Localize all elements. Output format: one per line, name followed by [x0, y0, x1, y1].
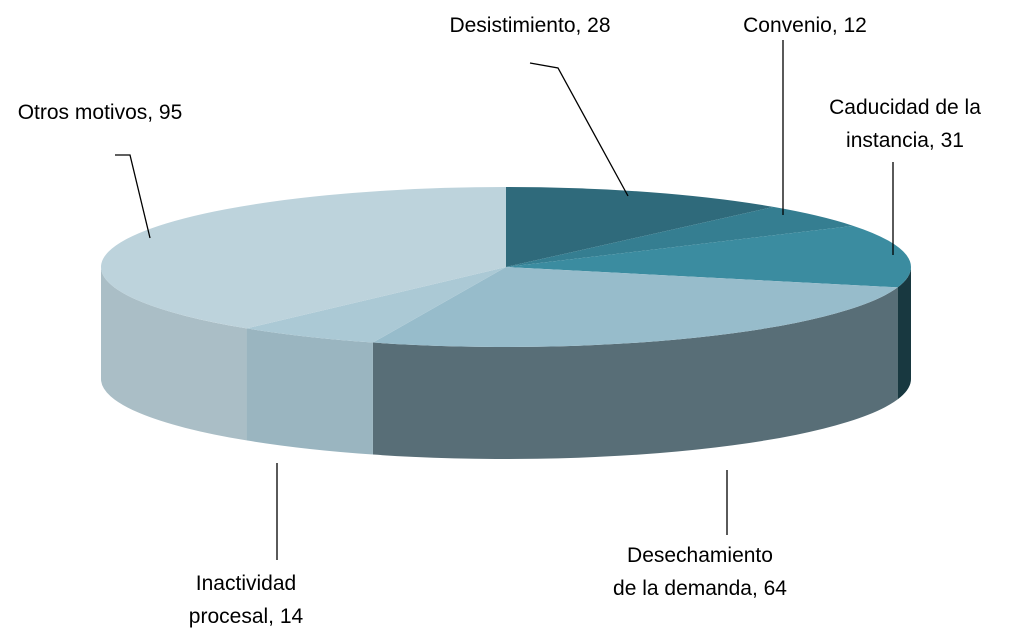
pie-slice — [101, 187, 507, 329]
data-label: Otros motivos, 95 — [17, 101, 183, 124]
data-label: Inactividad procesal, 14 — [188, 572, 304, 628]
pie-side — [897, 267, 912, 400]
pie-side — [372, 287, 898, 459]
data-label: Desistimiento, 28 — [449, 14, 611, 37]
leader-line — [115, 154, 151, 239]
data-label: Caducidad de la instancia, 31 — [829, 96, 981, 152]
data-label: Convenio, 12 — [743, 14, 867, 37]
leader-line — [529, 62, 629, 197]
pie-side — [101, 267, 247, 441]
pie-slice — [506, 206, 854, 267]
pie-slice — [372, 267, 898, 347]
pie-slice — [246, 267, 507, 343]
pie-side — [246, 328, 373, 455]
pie-slice — [506, 187, 774, 267]
pie-slice — [506, 225, 911, 288]
data-label: Desechamiento de la demanda, 64 — [613, 544, 787, 600]
